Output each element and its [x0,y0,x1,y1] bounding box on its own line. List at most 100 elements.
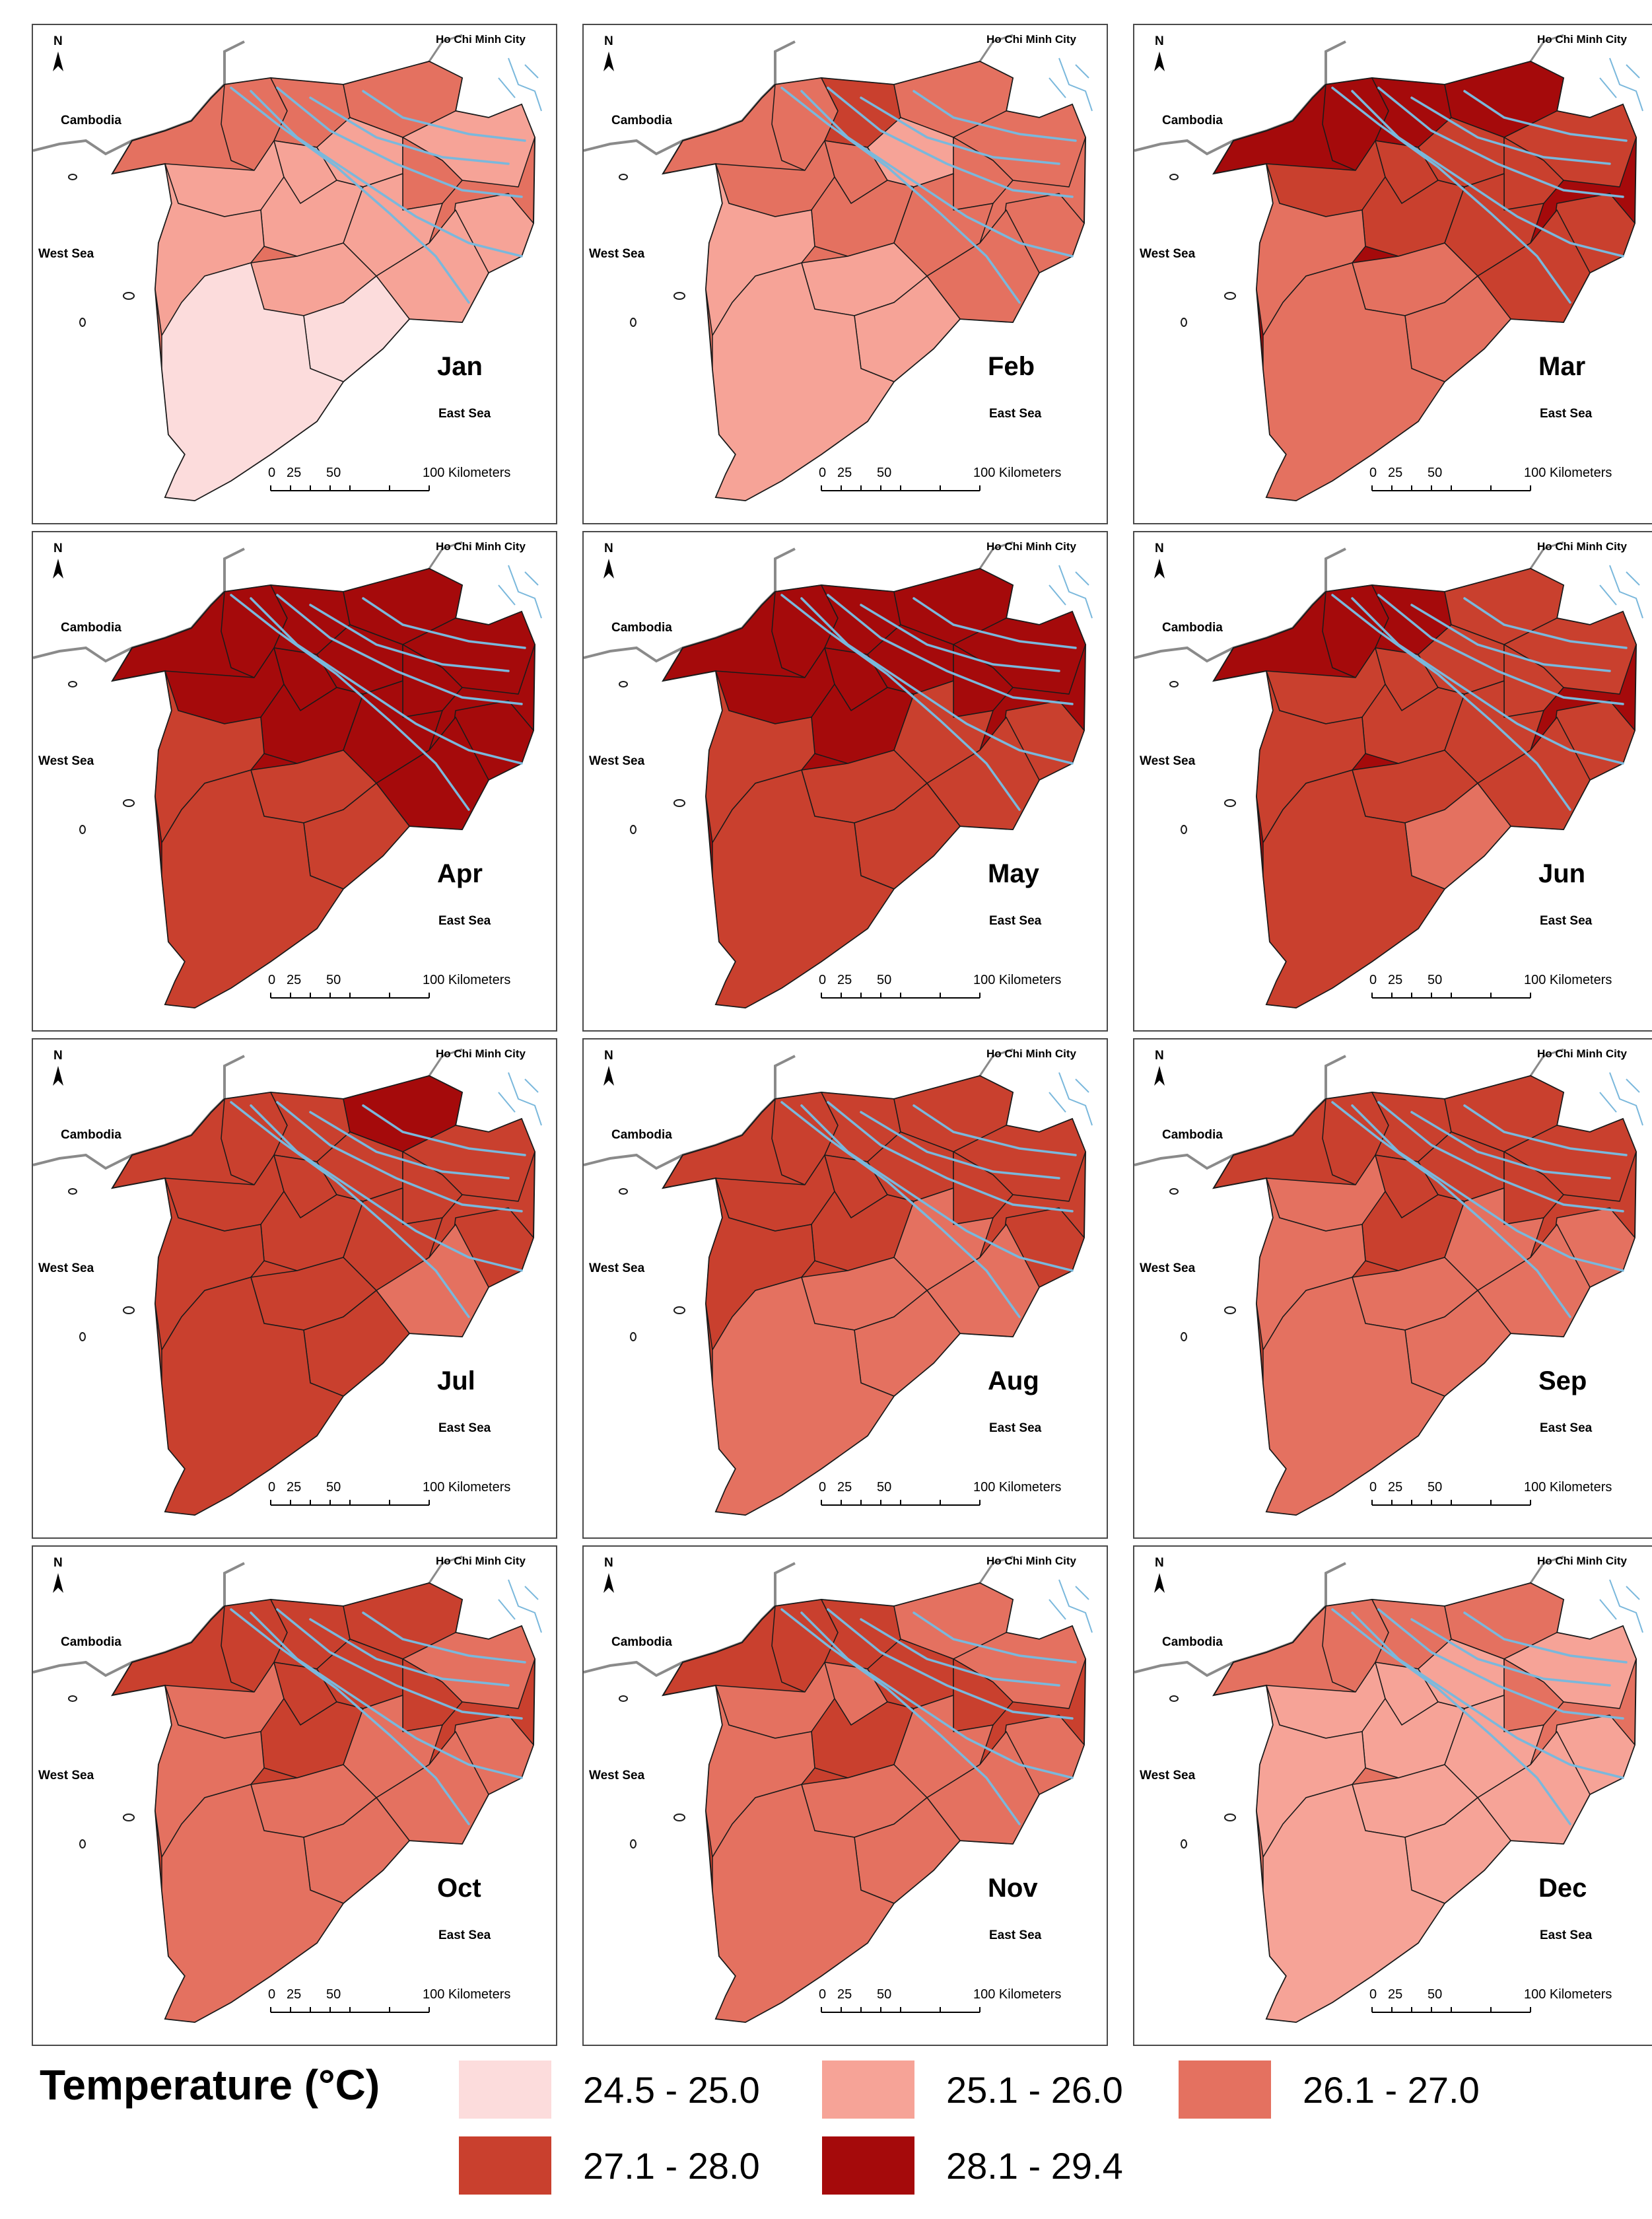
month-label: Apr [437,859,483,888]
map-panel-jun: N Ho Chi Minh City Cambodia West Sea East Se… [1133,531,1652,1032]
city-label: Ho Chi Minh City [986,1555,1076,1567]
map-panel-nov: N Ho Chi Minh City Cambodia West Sea East Se… [582,1545,1108,2046]
river [827,1101,1074,1213]
scale-label: 100 Kilometers [423,973,511,987]
river [1331,1608,1571,1825]
river [230,594,470,811]
map-panel-jul: N Ho Chi Minh City Cambodia West Sea East Se… [32,1038,557,1539]
north-arrow-icon [603,559,614,579]
sea-label: East Sea [989,1421,1042,1435]
river [860,1618,1060,1687]
national-border [1529,34,1564,62]
scale-label: 50 [326,1987,341,2002]
scale-label: 100 Kilometers [1524,1987,1612,2002]
country-label: Cambodia [61,114,121,127]
scale-bar [821,1500,981,1506]
delta-map [584,1048,1093,1516]
legend: Temperature (°C) 24.5 - 25.0 25.1 - 26.0… [0,2034,1652,2219]
country-label: Cambodia [611,1635,672,1649]
north-label: N [1155,34,1164,48]
river [1377,1608,1624,1720]
island [79,825,86,834]
north-label: N [1155,1556,1164,1570]
river [1599,565,1643,619]
scale-label: 0 [819,466,827,480]
river [1410,1618,1611,1687]
island [1181,825,1187,834]
sea-label: West Sea [589,1769,645,1782]
island [1169,681,1179,687]
island [79,1332,86,1341]
sea-label: East Sea [1540,407,1593,421]
city-label: Ho Chi Minh City [436,540,526,553]
island [1224,799,1236,807]
scale-label: 100 Kilometers [423,466,511,480]
north-label: N [604,1556,613,1570]
island [68,1695,77,1702]
island [619,681,628,687]
north-arrow-icon [1154,1573,1165,1593]
scale-bar [1371,1500,1531,1506]
legend-swatch [1179,2060,1271,2119]
national-border [428,1048,463,1076]
scale-label: 100 Kilometers [1524,466,1612,480]
river [1463,1611,1628,1664]
city-label: Ho Chi Minh City [1537,1555,1627,1567]
river [1463,597,1628,649]
month-label: Nov [988,1874,1038,1903]
river [1351,1104,1624,1272]
river [309,1111,510,1180]
delta-map [33,1048,542,1516]
island [673,292,685,300]
scale-label: 50 [326,973,341,987]
river [827,1608,1074,1720]
north-arrow-icon [53,1066,63,1086]
north-label: N [604,1049,613,1063]
city-label: Ho Chi Minh City [436,33,526,46]
river [1410,1111,1611,1180]
province-region [161,1277,344,1516]
sea-label: West Sea [1140,754,1196,768]
province-region [1262,769,1445,1008]
sea-label: East Sea [1540,1421,1593,1435]
scale-label: 25 [287,1480,302,1495]
province-region [1262,1784,1445,2023]
delta-map [33,1555,542,2024]
island [1181,1839,1187,1849]
delta-map [584,34,1093,502]
river [362,1104,526,1156]
island [123,292,135,300]
country-label: Cambodia [1162,1635,1223,1649]
island [1181,1332,1187,1341]
river [309,604,510,672]
scale-bar [270,2007,430,2013]
national-border [428,34,463,62]
legend-label: 28.1 - 29.4 [946,2145,1123,2187]
month-label: Mar [1538,352,1586,381]
north-arrow-icon [1154,1066,1165,1086]
province-region [712,1277,895,1516]
sea-label: East Sea [1540,914,1593,928]
month-label: Jan [437,352,483,381]
scale-label: 0 [268,466,276,480]
scale-label: 100 Kilometers [973,973,1062,987]
sea-label: East Sea [438,1421,491,1435]
north-label: N [53,542,63,555]
scale-label: 100 Kilometers [973,1987,1062,2002]
scale-bar [821,993,981,999]
island [619,174,628,180]
country-label: Cambodia [1162,1128,1223,1142]
north-arrow-icon [53,1573,63,1593]
river [1049,1579,1093,1633]
month-label: Jul [437,1366,475,1395]
country-label: Cambodia [611,114,672,127]
river [800,1104,1074,1272]
scale-label: 50 [1428,973,1443,987]
river [827,87,1074,198]
scale-label: 25 [1388,1480,1403,1495]
legend-swatch [822,2136,914,2195]
scale-label: 50 [1428,466,1443,480]
legend-title: Temperature (°C) [40,2061,380,2109]
scale-label: 50 [1428,1987,1443,2002]
north-label: N [1155,542,1164,555]
